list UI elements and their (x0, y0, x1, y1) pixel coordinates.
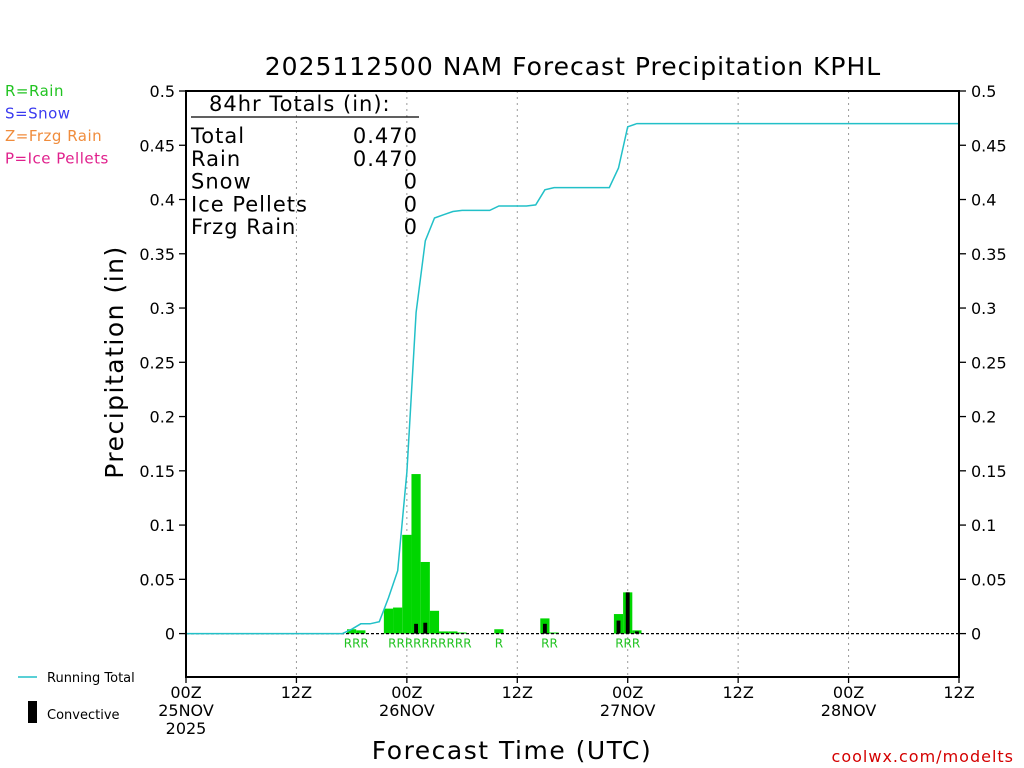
x-tick-label: 12Z (722, 683, 753, 702)
rain-bar (420, 561, 430, 634)
y-tick-label-left: 0.5 (150, 82, 175, 101)
y-tick-label-left: 0.05 (139, 570, 175, 589)
plot-frame (185, 90, 960, 678)
rain-bar (549, 632, 559, 634)
rain-bar (383, 608, 394, 634)
rain-bar (347, 629, 357, 634)
bottom-legend: Running Total Convective (18, 671, 135, 723)
y-tick-label-left: 0.1 (150, 516, 175, 535)
y-tick-label-left: 0.25 (139, 353, 175, 372)
grid-lines (295, 91, 850, 677)
y-tick-label-right: 0.15 (971, 462, 1007, 481)
y-tick-label-left: 0.45 (139, 136, 175, 155)
x-tick-label: 00Z (170, 683, 201, 702)
convective-bar (423, 622, 428, 634)
running-total-legend-label: Running Total (47, 671, 135, 686)
totals-row-label: Ice Pellets (191, 192, 308, 216)
ptype-label: RRR (344, 637, 369, 651)
y-tick-label-left: 0.3 (150, 299, 175, 318)
rain-bar (411, 474, 421, 634)
totals-row-value: 0 (404, 192, 418, 216)
totals-row-label: Rain (191, 147, 241, 171)
convective-bar (616, 620, 621, 634)
totals-rows: Total 0.470 Rain 0.470 Snow 0 Ice Pellets 0 Frzg… (190, 124, 418, 239)
convective-bar (414, 623, 418, 634)
ptype-legend-item: R=Rain (5, 82, 64, 100)
x-axis-label: Forecast Time (UTC) (372, 736, 652, 765)
convective-bar (542, 623, 547, 634)
convective-bar (634, 631, 639, 634)
ptype-label: RR (541, 637, 558, 651)
totals-box: 84hr Totals (in): Total 0.470 Rain 0.470 Sno… (190, 92, 419, 239)
ptype-label: RRRRRRRRRR (388, 637, 471, 651)
ptype-label: R (495, 637, 503, 651)
ptype-legend-item: Z=Frzg Rain (5, 127, 102, 145)
y-tick-label-right: 0.1 (971, 516, 996, 535)
y-tick-label-left: 0.15 (139, 462, 175, 481)
rain-bar (439, 631, 449, 634)
x-tick-label: 00Z (391, 683, 422, 702)
x-tick-label: 00Z (833, 683, 864, 702)
rain-bar (448, 631, 458, 634)
running-total-line (186, 122, 959, 635)
totals-heading: 84hr Totals (in): (209, 92, 391, 116)
x-tick-label: 25NOV (158, 701, 214, 720)
x-tick-label: 12Z (281, 683, 312, 702)
y-tick-label-right: 0.35 (971, 245, 1007, 264)
y-tick-label-left: 0.2 (150, 408, 175, 427)
y-tick-label-right: 0.5 (971, 82, 996, 101)
rain-bar (356, 630, 366, 634)
ptype-label: RRR (615, 637, 640, 651)
convective-bar (625, 592, 630, 634)
x-tick-label: 28NOV (821, 701, 877, 720)
bar-series (347, 474, 642, 634)
y-tick-label-right: 0.45 (971, 136, 1007, 155)
y-tick-label-right: 0.05 (971, 570, 1007, 589)
rain-bar (393, 607, 403, 634)
x-tick-label: 12Z (943, 683, 974, 702)
ptype-labels: RRR RRRRRRRRRR R RR RRR (344, 637, 640, 651)
y-tick-label-right: 0.2 (971, 408, 996, 427)
totals-row-label: Frzg Rain (191, 215, 296, 239)
y-tick-label-right: 0.3 (971, 299, 996, 318)
y-tick-label-left: 0 (165, 625, 175, 644)
ptype-legend-item: P=Ice Pellets (5, 150, 109, 168)
convective-legend-label: Convective (47, 708, 120, 723)
convective-swatch (28, 701, 37, 723)
rain-bar (429, 610, 440, 634)
ptype-legend-item: S=Snow (5, 105, 71, 123)
rain-bar (494, 629, 504, 634)
totals-row-label: Total (190, 124, 245, 148)
x-tick-label: 27NOV (600, 701, 656, 720)
y-tick-label-left: 0.35 (139, 245, 175, 264)
totals-row-label: Snow (191, 170, 252, 194)
y-tick-label-right: 0.4 (971, 191, 996, 210)
totals-row-value: 0.470 (353, 147, 418, 171)
y-axis-ticks: 0.5 0.5 0.45 0.45 0.4 0.4 0.35 0.35 0.3 0.3 0.25 0.… (139, 82, 1006, 644)
x-tick-label: 2025 (166, 719, 207, 738)
ptype-legend: R=Rain S=Snow Z=Frzg Rain P=Ice Pellets (5, 82, 109, 168)
rain-bar (402, 534, 412, 634)
credit-text: coolwx.com/modelts (832, 747, 1014, 766)
x-tick-label: 12Z (502, 683, 533, 702)
x-tick-label: 26NOV (379, 701, 435, 720)
y-tick-label-left: 0.4 (150, 191, 175, 210)
totals-row-value: 0 (404, 170, 418, 194)
x-tick-label: 00Z (612, 683, 643, 702)
y-axis-label: Precipitation (in) (100, 245, 129, 479)
y-tick-label-right: 0.25 (971, 353, 1007, 372)
totals-row-value: 0.470 (353, 124, 418, 148)
chart-title: 2025112500 NAM Forecast Precipitation KP… (265, 52, 881, 81)
y-tick-label-right: 0 (971, 625, 981, 644)
totals-row-value: 0 (404, 215, 418, 239)
